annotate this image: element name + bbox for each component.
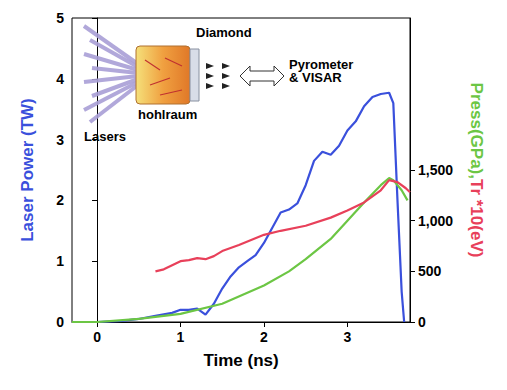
- svg-text:hohlraum: hohlraum: [138, 107, 197, 122]
- svg-text:0: 0: [93, 329, 101, 345]
- svg-text:& VISAR: & VISAR: [289, 70, 342, 85]
- svg-text:Time (ns): Time (ns): [203, 351, 278, 370]
- svg-text:500: 500: [418, 263, 442, 279]
- svg-text:3: 3: [344, 329, 352, 345]
- svg-text:2: 2: [260, 329, 268, 345]
- svg-text:Lasers: Lasers: [84, 129, 126, 144]
- svg-text:1,500: 1,500: [418, 162, 453, 178]
- svg-text:1: 1: [56, 253, 64, 269]
- svg-text:2: 2: [56, 192, 64, 208]
- svg-text:Tr *10(eV): Tr *10(eV): [467, 179, 486, 257]
- svg-text:3: 3: [56, 132, 64, 148]
- svg-text:Press(GPa),: Press(GPa),: [467, 83, 486, 179]
- svg-text:0: 0: [56, 314, 64, 330]
- svg-text:Diamond: Diamond: [196, 25, 252, 40]
- svg-text:5: 5: [56, 10, 64, 26]
- svg-text:Laser Power (TW): Laser Power (TW): [18, 98, 37, 242]
- svg-text:1,000: 1,000: [418, 213, 453, 229]
- svg-text:4: 4: [56, 71, 64, 87]
- svg-text:Pyrometer: Pyrometer: [289, 57, 354, 72]
- svg-text:0: 0: [418, 314, 426, 330]
- svg-text:1: 1: [177, 329, 185, 345]
